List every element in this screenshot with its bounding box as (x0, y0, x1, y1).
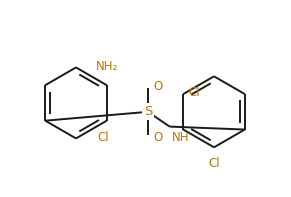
Text: O: O (153, 131, 162, 144)
Text: Cl: Cl (97, 131, 109, 144)
Text: S: S (144, 105, 152, 118)
Text: Cl: Cl (208, 157, 220, 170)
Text: Cl: Cl (188, 85, 200, 98)
Text: NH₂: NH₂ (96, 60, 118, 73)
Text: NH: NH (172, 131, 189, 144)
Text: O: O (153, 80, 162, 93)
